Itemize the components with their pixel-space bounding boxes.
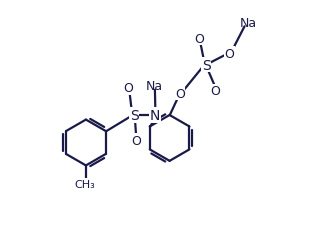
Text: Na: Na xyxy=(240,17,257,30)
Text: O: O xyxy=(194,33,204,46)
Text: O: O xyxy=(211,85,220,98)
Text: Na: Na xyxy=(146,79,163,92)
Text: S: S xyxy=(202,58,211,72)
Text: O: O xyxy=(224,47,234,60)
Text: O: O xyxy=(131,134,141,147)
Text: N: N xyxy=(149,109,160,122)
Text: S: S xyxy=(130,109,138,122)
Text: O: O xyxy=(123,82,133,94)
Text: O: O xyxy=(175,87,185,100)
Text: CH₃: CH₃ xyxy=(74,179,95,189)
